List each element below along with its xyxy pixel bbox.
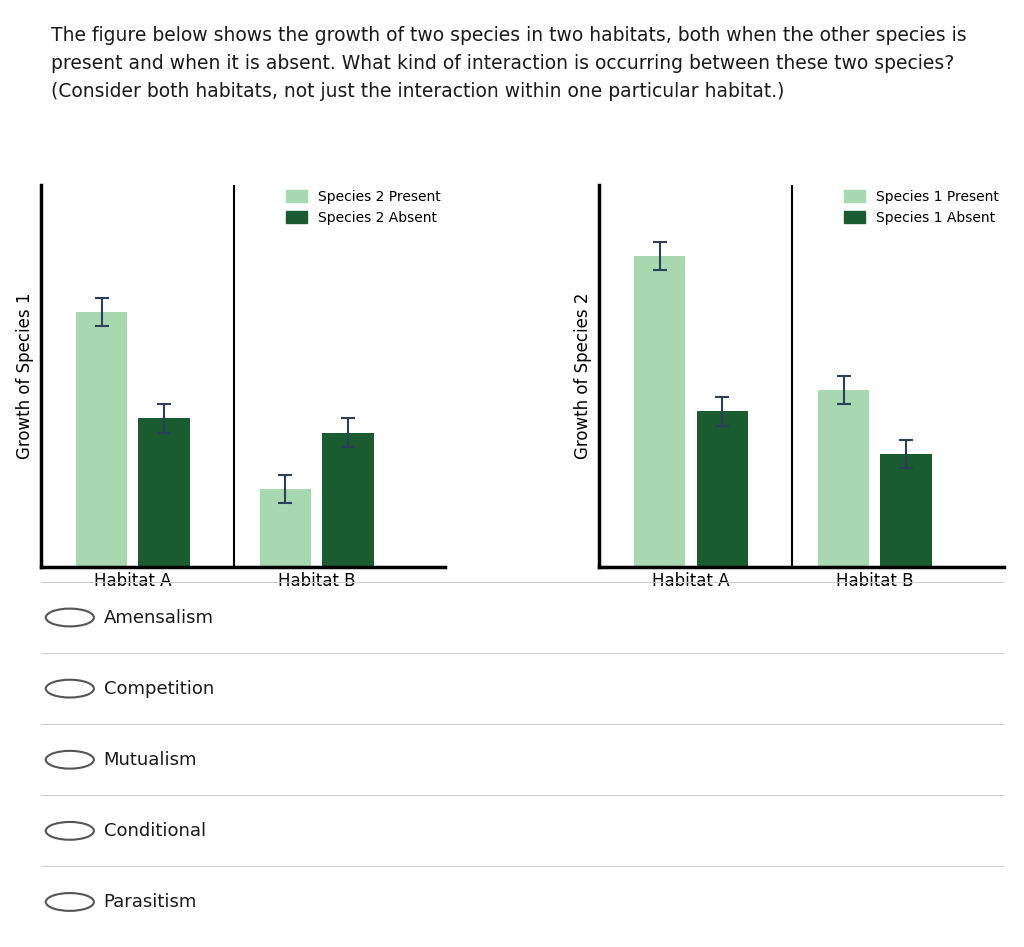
Bar [818,390,869,567]
Text: Parasitism: Parasitism [103,893,197,911]
Y-axis label: Growth of Species 1: Growth of Species 1 [16,293,34,459]
Text: Amensalism: Amensalism [103,609,214,627]
Legend: Species 2 Present, Species 2 Absent: Species 2 Present, Species 2 Absent [281,184,446,230]
Bar [138,419,189,567]
Text: Conditional: Conditional [103,822,206,840]
Text: The figure below shows the growth of two species in two habitats, both when the : The figure below shows the growth of two… [50,27,967,101]
Legend: Species 1 Present, Species 1 Absent: Species 1 Present, Species 1 Absent [839,184,1005,230]
Bar [696,411,748,567]
Y-axis label: Growth of Species 2: Growth of Species 2 [574,293,592,459]
Bar [881,454,932,567]
Bar [634,256,685,567]
Bar [260,490,311,567]
Text: Mutualism: Mutualism [103,751,197,769]
Text: Competition: Competition [103,680,214,698]
Bar [323,433,374,567]
Bar [76,313,127,567]
